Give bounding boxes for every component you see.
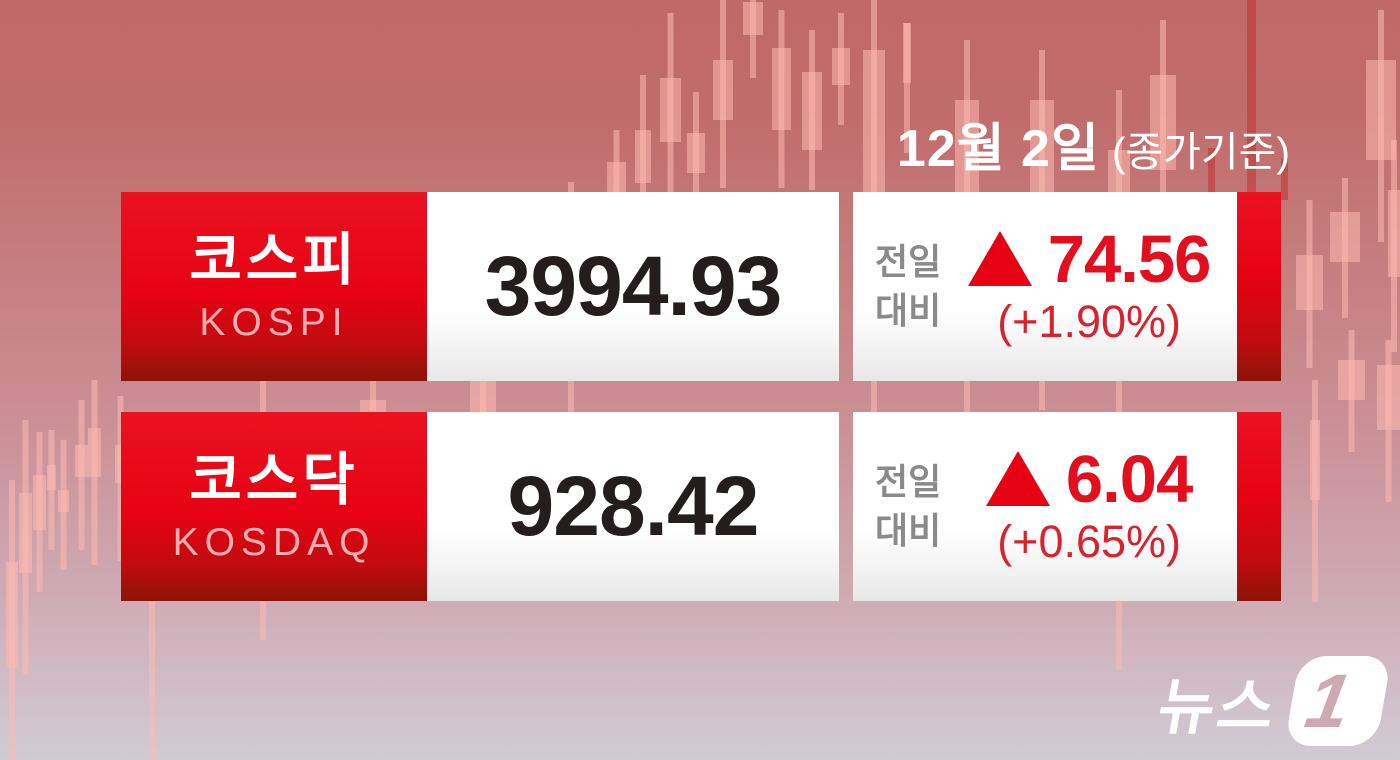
kospi-name-english: KOSPI — [199, 300, 349, 344]
kosdaq-change-percent: (+0.65%) — [997, 515, 1182, 567]
kospi-name-block: 코스피 KOSPI — [121, 192, 427, 381]
date-line: 12월 2일 (종가기준) — [897, 106, 1290, 181]
news1-logo-text: 뉴스 — [1152, 672, 1284, 741]
kosdaq-value-panel: 928.42 — [427, 412, 839, 601]
change-label-line1: 전일 — [875, 240, 942, 282]
news1-logo-numeral: 1 — [1299, 659, 1357, 744]
kospi-change-label: 전일 대비 — [875, 238, 941, 335]
kosdaq-change-label: 전일 대비 — [875, 458, 941, 555]
index-row-kosdaq: 코스닥 KOSDAQ 928.42 전일 대비 6.04 (+0.65%) — [121, 412, 1281, 601]
kosdaq-change-value: 6.04 — [1065, 441, 1193, 517]
index-row-kospi: 코스피 KOSPI 3994.93 전일 대비 74.56 (+1.90%) — [121, 192, 1281, 381]
news1-logo: 뉴스 1 — [1152, 656, 1392, 746]
kosdaq-name-english: KOSDAQ — [172, 520, 376, 564]
kospi-change-panel: 전일 대비 74.56 (+1.90%) — [853, 192, 1237, 381]
change-label-line1: 전일 — [875, 460, 942, 502]
change-label-line2: 대비 — [875, 289, 942, 331]
date-basis-note: (종가기준) — [1111, 129, 1290, 175]
kosdaq-change-panel: 전일 대비 6.04 (+0.65%) — [853, 412, 1237, 601]
kospi-change-main: 74.56 (+1.90%) — [941, 226, 1237, 344]
date-text: 12월 2일 — [896, 120, 1100, 178]
up-triangle-icon — [985, 450, 1050, 506]
kospi-change-value: 74.56 — [1047, 221, 1212, 297]
up-triangle-icon — [967, 230, 1032, 286]
kosdaq-change-main: 6.04 (+0.65%) — [941, 446, 1237, 564]
kospi-name-korean: 코스피 — [189, 227, 359, 292]
kosdaq-name-korean: 코스닥 — [189, 447, 359, 512]
kospi-change-row: 74.56 — [967, 221, 1212, 297]
kosdaq-change-row: 6.04 — [985, 441, 1193, 517]
kosdaq-name-block: 코스닥 KOSDAQ — [121, 412, 427, 601]
kospi-change-percent: (+1.90%) — [997, 295, 1182, 347]
kospi-value-panel: 3994.93 — [427, 192, 839, 381]
news1-logo-one-badge: 1 — [1284, 656, 1392, 746]
kosdaq-close-value: 928.42 — [507, 459, 760, 553]
change-label-line2: 대비 — [875, 509, 942, 551]
kospi-red-end-cap — [1237, 192, 1281, 381]
kosdaq-red-end-cap — [1237, 412, 1281, 601]
kospi-close-value: 3994.93 — [484, 239, 783, 333]
